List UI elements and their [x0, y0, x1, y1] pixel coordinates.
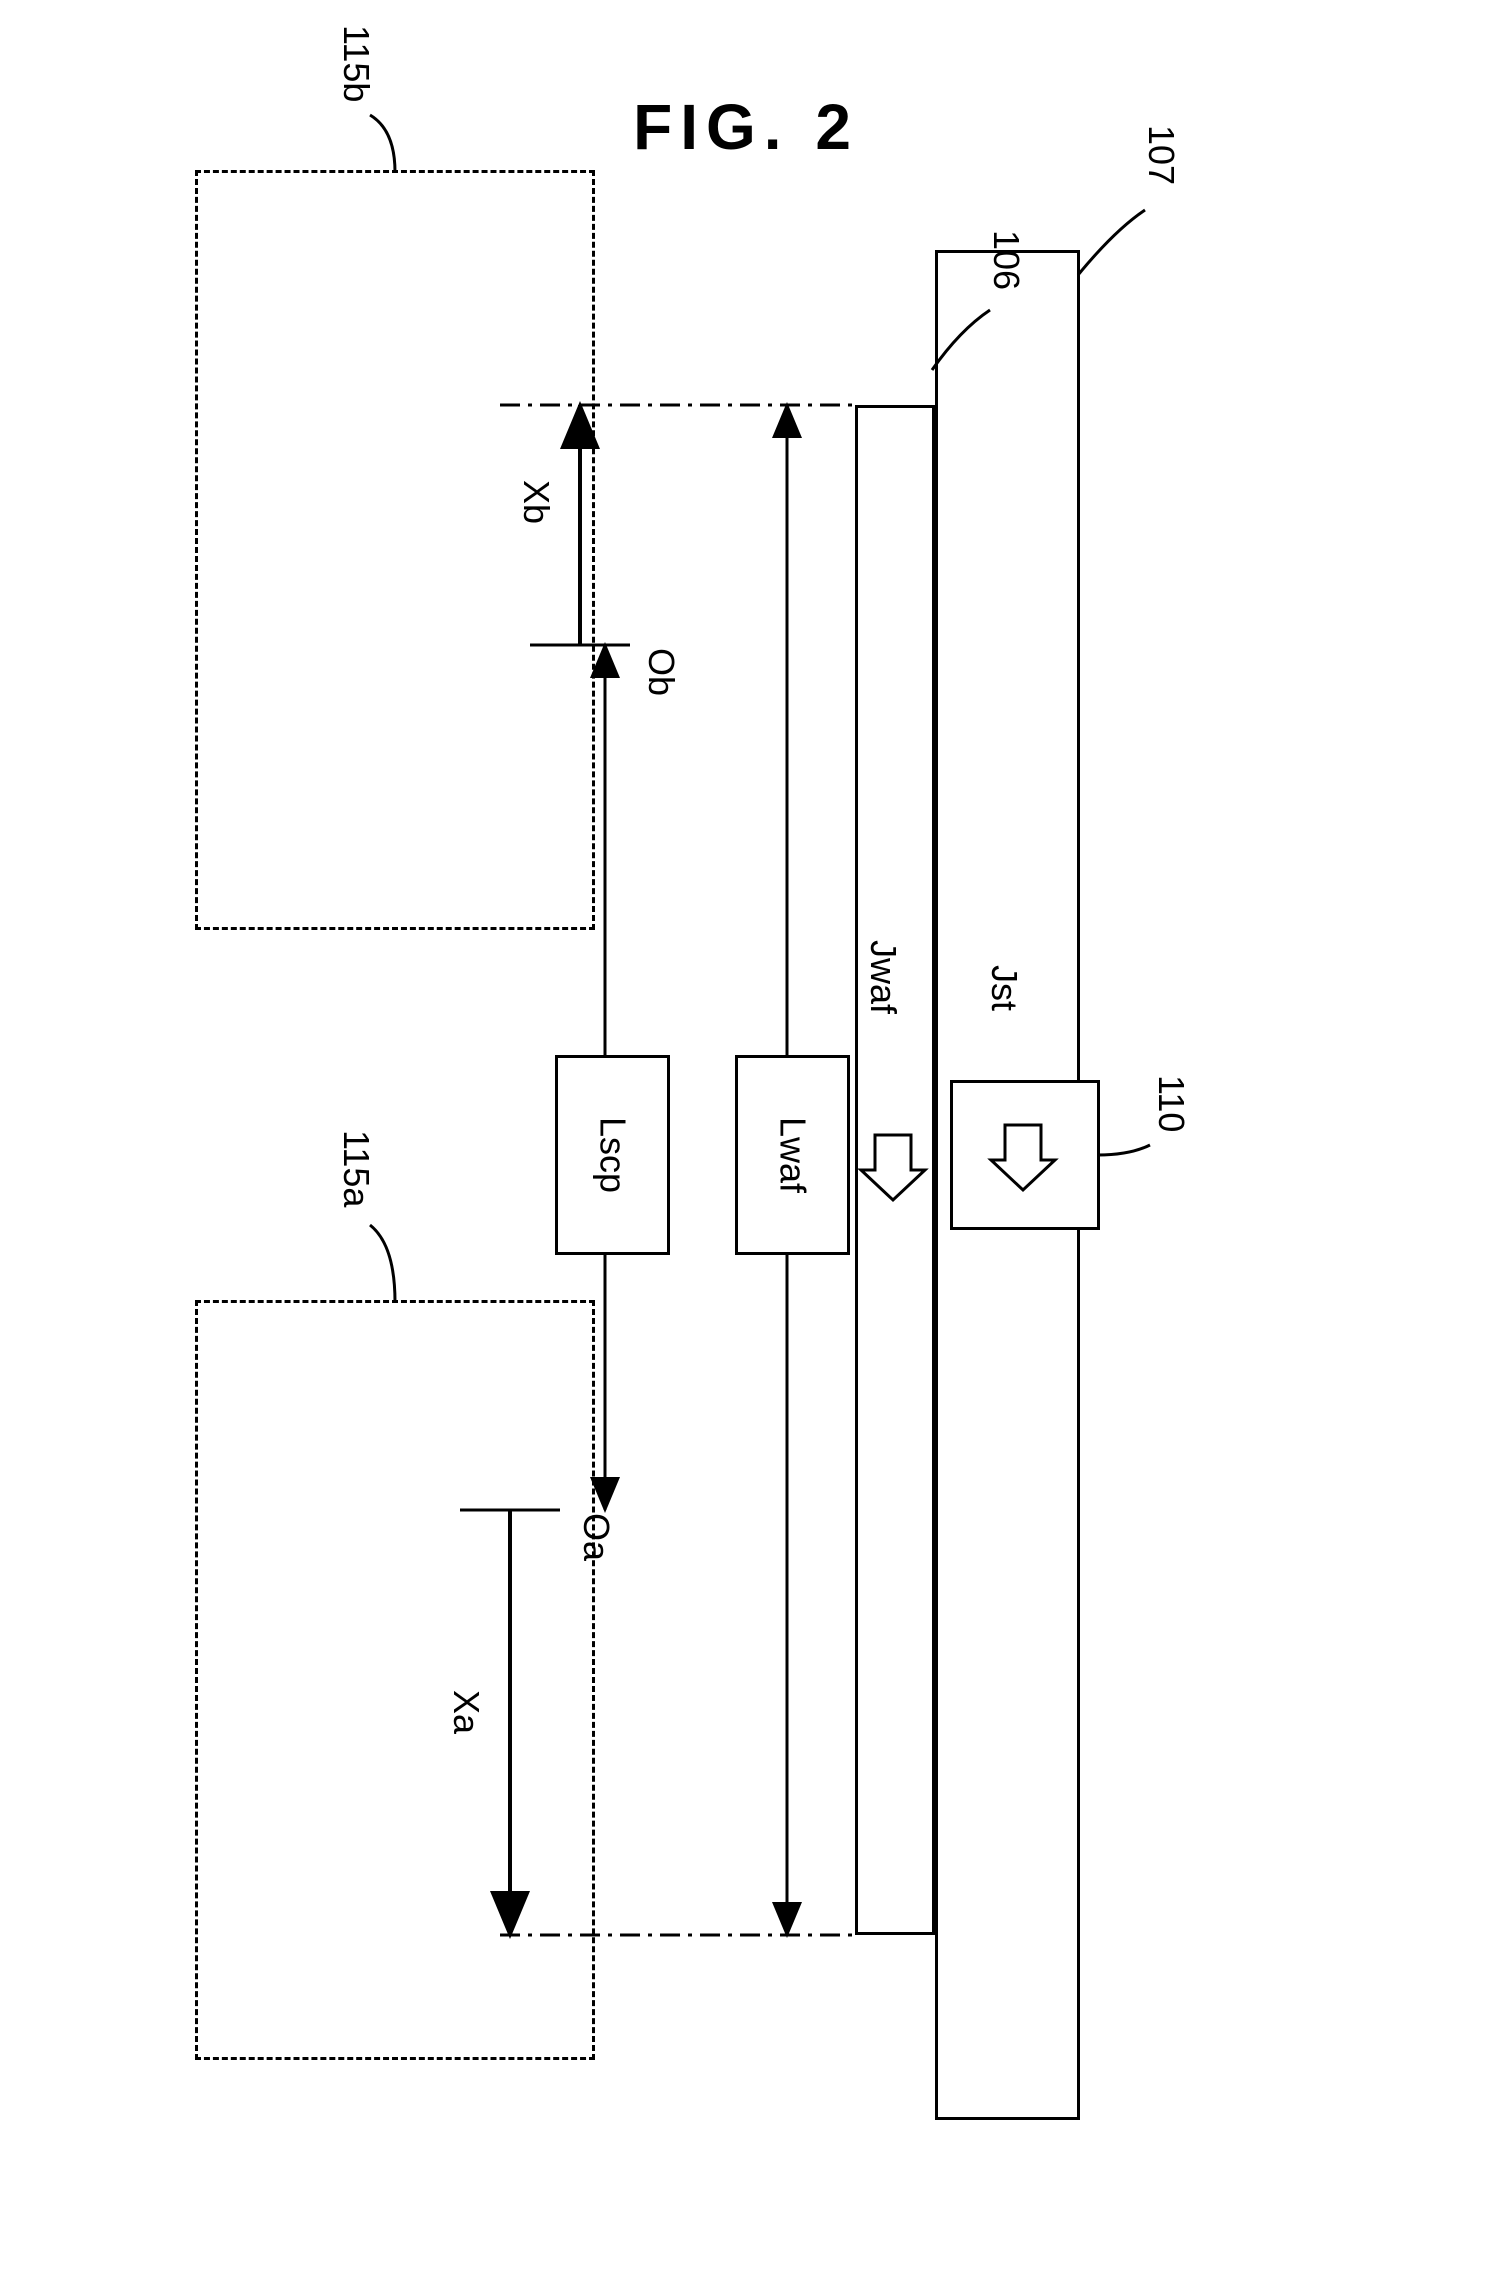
- label-110: 110: [1150, 1075, 1192, 1132]
- scope-box-115b: [195, 170, 595, 930]
- label-106: 106: [985, 230, 1027, 290]
- label-ob: Ob: [640, 648, 682, 696]
- label-107: 107: [1140, 125, 1182, 185]
- wafer-106: [855, 405, 935, 1935]
- box-110: [950, 1080, 1100, 1230]
- scope-box-115a: [195, 1300, 595, 2060]
- label-jwaf: Jwaf: [862, 940, 904, 1014]
- label-115a: 115a: [335, 1130, 377, 1207]
- label-jst: Jst: [983, 965, 1025, 1011]
- label-115b: 115b: [335, 25, 377, 102]
- lwaf-label: Lwaf: [772, 1117, 814, 1193]
- lscp-label: Lscp: [592, 1117, 634, 1193]
- label-oa: Oa: [575, 1513, 617, 1561]
- label-xa: Xa: [445, 1690, 487, 1734]
- label-xb: Xb: [515, 480, 557, 524]
- lscp-box: Lscp: [555, 1055, 670, 1255]
- lwaf-box: Lwaf: [735, 1055, 850, 1255]
- figure-title: FIG. 2: [633, 90, 859, 164]
